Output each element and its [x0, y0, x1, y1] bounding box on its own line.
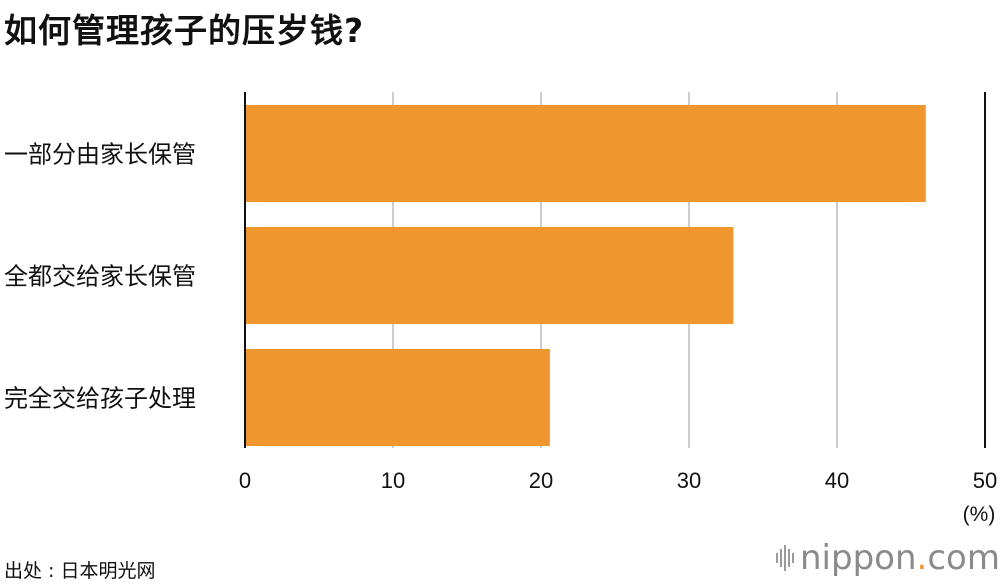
x-tick-label: 30 [677, 468, 701, 493]
source-note: 出处 : 日本明光网 [4, 560, 156, 582]
nippon-logo-bars-icon [776, 543, 794, 573]
unit-label: (%) [963, 503, 996, 526]
brand-tld: com [927, 538, 1000, 578]
x-tick-label: 0 [239, 468, 251, 493]
bar [245, 349, 550, 446]
brand-logo: nippon. com [776, 538, 1000, 578]
x-tick-label: 10 [381, 468, 405, 493]
category-label: 全都交给家长保管 [4, 263, 196, 291]
category-label: 完全交给孩子处理 [4, 385, 196, 413]
x-tick-label: 50 [973, 468, 997, 493]
brand-dot: . [916, 538, 928, 578]
chart-title: 如何管理孩子的压岁钱? [4, 11, 365, 50]
x-tick-label: 40 [825, 468, 849, 493]
bar [245, 105, 926, 202]
category-label: 一部分由家长保管 [4, 141, 196, 169]
bars [245, 105, 926, 446]
bar [245, 227, 734, 324]
brand-name: nippon [800, 538, 917, 578]
x-tick-label: 20 [529, 468, 553, 493]
